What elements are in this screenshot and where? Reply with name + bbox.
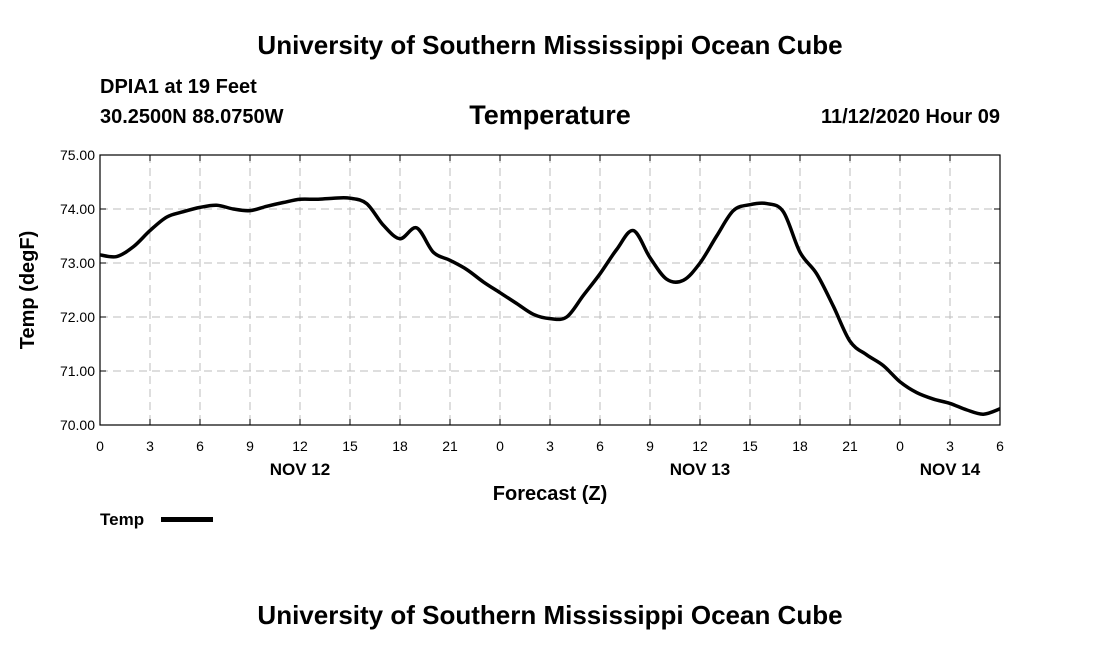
data-point <box>116 256 117 257</box>
data-point <box>500 292 501 293</box>
data-point <box>583 295 584 296</box>
data-point <box>966 409 967 410</box>
x-tick-label: 15 <box>742 438 758 454</box>
data-point <box>100 254 101 255</box>
legend-label: Temp <box>100 510 145 529</box>
data-point <box>783 211 784 212</box>
series-line-temp <box>99 196 1001 416</box>
data-point <box>866 354 867 355</box>
y-tick-label: 75.00 <box>60 147 95 163</box>
data-point <box>400 238 401 239</box>
data-point <box>416 227 417 228</box>
data-point <box>283 202 284 203</box>
x-axis-title: Forecast (Z) <box>493 483 607 505</box>
data-point <box>666 279 667 280</box>
data-point <box>833 306 834 307</box>
data-point <box>800 252 801 253</box>
footer-title: University of Southern Mississippi Ocean… <box>257 600 843 630</box>
data-point <box>700 263 701 264</box>
data-point <box>516 303 517 304</box>
x-tick-label: 21 <box>842 438 858 454</box>
data-point <box>150 230 151 231</box>
x-tick-label: 3 <box>146 438 154 454</box>
x-tick-label: 3 <box>546 438 554 454</box>
data-point <box>766 203 767 204</box>
data-point <box>550 318 551 319</box>
data-point <box>266 206 267 207</box>
data-point <box>716 236 717 237</box>
header-title: University of Southern Mississippi Ocean… <box>257 30 843 60</box>
data-point <box>950 403 951 404</box>
data-point <box>183 211 184 212</box>
y-tick-label: 72.00 <box>60 309 95 325</box>
x-date-label: NOV 13 <box>670 460 730 479</box>
data-point <box>566 317 567 318</box>
x-tick-label: 9 <box>646 438 654 454</box>
data-point <box>166 217 167 218</box>
station-label: DPIA1 at 19 Feet <box>100 76 257 98</box>
y-tick-label: 74.00 <box>60 201 95 217</box>
data-point <box>850 341 851 342</box>
x-tick-label: 12 <box>692 438 708 454</box>
data-point <box>633 230 634 231</box>
data-point <box>366 203 367 204</box>
data-point <box>733 210 734 211</box>
x-tick-label: 3 <box>946 438 954 454</box>
x-tick-label: 12 <box>292 438 308 454</box>
data-point <box>816 273 817 274</box>
data-point <box>233 209 234 210</box>
data-point <box>300 199 301 200</box>
x-tick-label: 6 <box>996 438 1004 454</box>
y-tick-label: 70.00 <box>60 417 95 433</box>
data-point <box>333 198 334 199</box>
data-point <box>533 314 534 315</box>
data-point <box>466 269 467 270</box>
data-point <box>883 365 884 366</box>
y-axis-title: Temp (degF) <box>17 231 39 350</box>
y-tick-label: 73.00 <box>60 255 95 271</box>
x-tick-label: 18 <box>792 438 808 454</box>
data-point <box>200 207 201 208</box>
x-tick-label: 6 <box>596 438 604 454</box>
x-tick-label: 0 <box>96 438 104 454</box>
x-tick-label: 0 <box>496 438 504 454</box>
data-point <box>1000 408 1001 409</box>
data-point <box>916 392 917 393</box>
x-tick-label: 0 <box>896 438 904 454</box>
data-point <box>483 281 484 282</box>
data-point <box>383 225 384 226</box>
data-point <box>650 257 651 258</box>
x-tick-label: 6 <box>196 438 204 454</box>
x-date-label: NOV 14 <box>920 460 981 479</box>
forecast-datetime: 11/12/2020 Hour 09 <box>820 106 1000 128</box>
y-tick-label: 71.00 <box>60 363 95 379</box>
x-tick-label: 21 <box>442 438 458 454</box>
data-point <box>750 204 751 205</box>
data-point <box>350 198 351 199</box>
x-date-label: NOV 12 <box>270 460 330 479</box>
data-point <box>983 414 984 415</box>
data-point <box>600 273 601 274</box>
legend-line-swatch <box>161 517 213 522</box>
data-point <box>216 205 217 206</box>
x-tick-label: 15 <box>342 438 358 454</box>
data-point <box>133 246 134 247</box>
data-point <box>316 199 317 200</box>
data-point <box>450 260 451 261</box>
data-point <box>933 399 934 400</box>
data-point <box>250 210 251 211</box>
x-tick-label: 18 <box>392 438 408 454</box>
data-point <box>616 249 617 250</box>
x-tick-label: 9 <box>246 438 254 454</box>
data-point <box>900 381 901 382</box>
data-point <box>433 252 434 253</box>
station-coordinates: 30.2500N 88.0750W <box>100 106 284 128</box>
chart-title: Temperature <box>469 100 631 130</box>
data-point <box>683 280 684 281</box>
